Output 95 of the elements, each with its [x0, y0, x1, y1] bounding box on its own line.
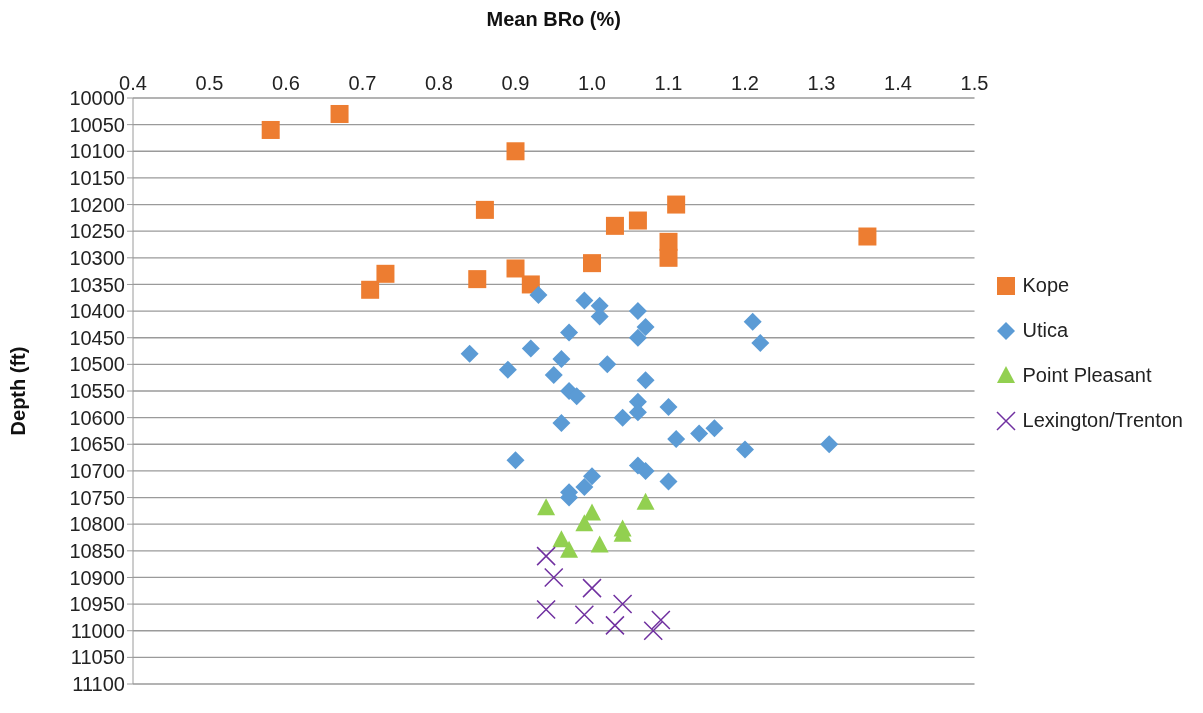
point — [659, 397, 678, 416]
legend-label: Utica — [1022, 319, 1069, 342]
point — [560, 540, 579, 558]
point — [506, 451, 525, 470]
point — [536, 599, 556, 620]
point — [858, 227, 877, 246]
point — [605, 216, 624, 235]
legend-label: Point Pleasant — [1022, 364, 1152, 387]
point — [736, 440, 755, 459]
point — [583, 503, 602, 521]
point — [536, 546, 556, 566]
point — [751, 334, 770, 353]
point — [628, 211, 647, 230]
point — [575, 514, 594, 532]
point — [659, 248, 678, 267]
point — [667, 429, 686, 448]
x-tick-label: 1.4 — [884, 72, 912, 94]
y-tick-label: 10100 — [69, 140, 125, 163]
y-tick-label: 10950 — [69, 593, 125, 616]
point — [544, 567, 564, 588]
y-tick-label: 10150 — [69, 167, 125, 190]
y-tick-label: 11100 — [72, 673, 125, 696]
point — [552, 413, 571, 432]
y-tick-label: 10750 — [69, 486, 125, 509]
y-tick-label: 10350 — [69, 273, 125, 296]
point — [468, 270, 487, 289]
point — [529, 286, 548, 305]
point — [612, 594, 633, 614]
point — [560, 323, 579, 342]
point — [820, 435, 839, 454]
point — [598, 355, 617, 374]
point — [743, 312, 762, 331]
y-tick-label: 11050 — [70, 646, 125, 669]
y-axis-title: Depth (ft) — [7, 346, 30, 436]
point — [537, 498, 556, 516]
point — [651, 610, 671, 630]
point — [636, 318, 655, 337]
legend-label: Kope — [1022, 274, 1070, 297]
y-tick-label: 10900 — [69, 566, 125, 589]
y-tick-label: 10050 — [69, 113, 125, 136]
point — [376, 264, 395, 283]
x-tick-label: 0.5 — [195, 72, 224, 94]
y-tick-label: 10500 — [69, 353, 125, 376]
legend-label: Lexington/Trenton — [1022, 409, 1183, 432]
point — [613, 408, 632, 427]
point — [261, 120, 280, 139]
point — [636, 371, 655, 390]
point — [667, 195, 686, 214]
y-tick-label: 11000 — [70, 619, 125, 642]
x-tick-label: 0.7 — [348, 72, 377, 94]
x-tick-label: 0.6 — [272, 72, 300, 94]
y-tick-label: 10450 — [69, 326, 125, 349]
point — [506, 142, 525, 161]
point — [575, 477, 594, 496]
point — [628, 328, 647, 347]
y-tick-label: 10300 — [69, 246, 125, 269]
point — [705, 419, 724, 438]
point — [460, 344, 479, 363]
point — [582, 578, 602, 598]
point — [521, 339, 540, 358]
point — [690, 424, 709, 443]
x-tick-label: 1.5 — [960, 72, 989, 94]
point — [575, 291, 594, 310]
point — [330, 104, 349, 123]
point — [361, 280, 380, 299]
x-tick-label: 0.9 — [501, 72, 530, 94]
point — [643, 620, 663, 641]
x-tick-label: 1.1 — [654, 72, 683, 94]
y-tick-label: 10700 — [69, 460, 125, 483]
y-tick-label: 10200 — [69, 193, 125, 216]
y-tick-label: 10400 — [69, 300, 125, 323]
point — [475, 200, 494, 219]
point — [583, 254, 602, 273]
y-tick-label: 10800 — [69, 513, 125, 536]
x-tick-label: 1.2 — [731, 72, 759, 94]
point — [628, 302, 647, 321]
point — [583, 467, 602, 486]
x-axis-title: Mean BRo (%) — [486, 8, 621, 31]
point — [659, 472, 678, 491]
y-tick-label: 10650 — [69, 433, 125, 456]
x-tick-label: 0.8 — [425, 72, 453, 94]
x-tick-label: 1.0 — [578, 72, 606, 94]
y-tick-label: 10250 — [69, 220, 125, 243]
point — [498, 360, 517, 379]
point — [552, 350, 571, 369]
point — [590, 535, 609, 553]
y-tick-label: 10550 — [69, 380, 125, 403]
point — [636, 492, 655, 510]
point — [506, 259, 525, 278]
point — [574, 605, 595, 625]
y-tick-label: 10850 — [69, 539, 125, 562]
point — [605, 615, 625, 636]
y-tick-label: 10600 — [69, 406, 125, 429]
point — [544, 366, 563, 385]
x-tick-label: 1.3 — [807, 72, 836, 94]
